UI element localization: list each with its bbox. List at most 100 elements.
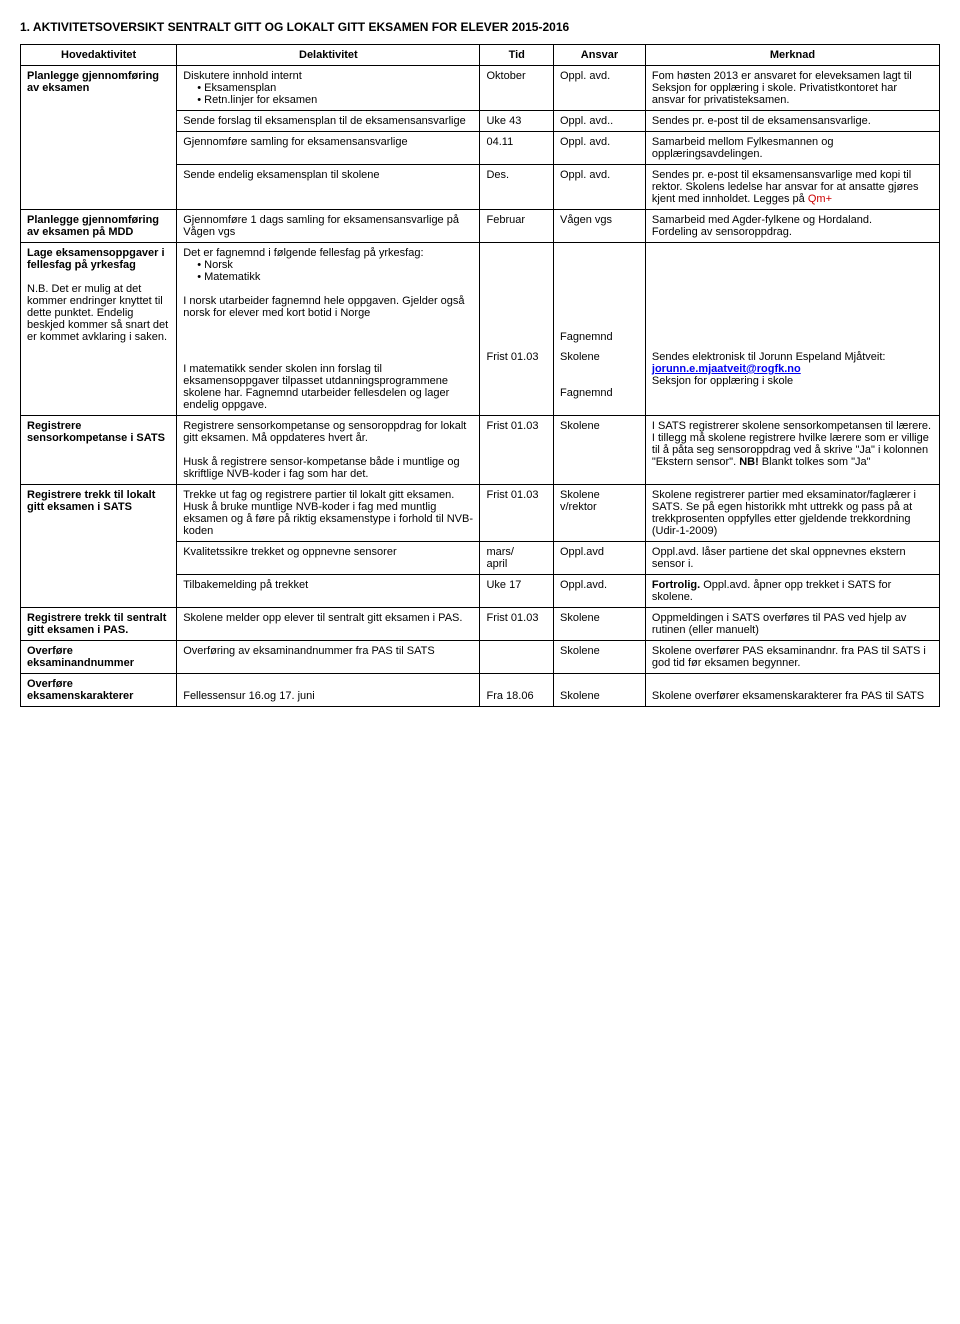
hoved-cell: Planlegge gjennomføring av eksamen på MD… (21, 210, 177, 243)
col-hoved: Hovedaktivitet (21, 45, 177, 66)
del-cell: Sende forslag til eksamensplan til de ek… (177, 111, 480, 132)
del-cell: Det er fagnemnd i følgende fellesfag på … (177, 243, 480, 348)
ansvar-cell: Oppl. avd.. (554, 111, 646, 132)
ansvar-cell: Skolene Fagnemnd (554, 347, 646, 416)
del-text: Diskutere innhold internt (183, 70, 302, 82)
tid-cell: Frist 01.03 (480, 485, 554, 542)
merknad-cell: Sendes pr. e-post til eksamensansvarlige… (645, 165, 939, 210)
table-row: Planlegge gjennomføring av eksamen på MD… (21, 210, 940, 243)
del-cell: Fellessensur 16.og 17. juni (177, 674, 480, 707)
bullet-item: Eksamensplan (197, 82, 473, 94)
table-row: I matematikk sender skolen inn forslag t… (21, 347, 940, 416)
hoved-cell: Planlegge gjennomføring av eksamen (21, 66, 177, 210)
tid-cell: Frist 01.03 (480, 608, 554, 641)
tid-cell: 04.11 (480, 132, 554, 165)
merknad-cell: Oppl.avd. låser partiene det skal oppnev… (645, 542, 939, 575)
ansvar-text: Fagnemnd (560, 387, 613, 399)
del-text: I matematikk sender skolen inn forslag t… (183, 363, 449, 411)
tid-cell (480, 641, 554, 674)
ansvar-text: Skolene (560, 351, 600, 363)
tid-cell: Oktober (480, 66, 554, 111)
tid-cell: Februar (480, 210, 554, 243)
del-cell: Gjennomføre samling for eksamensansvarli… (177, 132, 480, 165)
del-cell: Registrere sensorkompetanse og sensoropp… (177, 416, 480, 485)
del-cell: Tilbakemelding på trekket (177, 575, 480, 608)
merknad-bold: Fortrolig. (652, 579, 700, 591)
col-tid: Tid (480, 45, 554, 66)
del-text: Husk å registrere sensor-kompetanse både… (183, 456, 459, 480)
ansvar-cell: Oppl. avd. (554, 66, 646, 111)
table-row: Lage eksamensoppgaver i fellesfag på yrk… (21, 243, 940, 348)
table-row: Planlegge gjennomføring av eksamen Disku… (21, 66, 940, 111)
col-del: Delaktivitet (177, 45, 480, 66)
bullet-item: Norsk (197, 259, 473, 271)
col-ansvar: Ansvar (554, 45, 646, 66)
bullet-item: Retn.linjer for eksamen (197, 94, 473, 106)
del-cell: Kvalitetssikre trekket og oppnevne senso… (177, 542, 480, 575)
tid-cell: Frist 01.03 (480, 347, 554, 416)
ansvar-cell: Skolene (554, 416, 646, 485)
merknad-cell: Sendes pr. e-post til de eksamensansvarl… (645, 111, 939, 132)
ansvar-cell: Skolene v/rektor (554, 485, 646, 542)
ansvar-cell: Fagnemnd (554, 243, 646, 348)
tid-cell: Frist 01.03 (480, 416, 554, 485)
ansvar-cell: Skolene (554, 641, 646, 674)
table-row: Registrere sensorkompetanse i SATS Regis… (21, 416, 940, 485)
ansvar-cell: Oppl. avd. (554, 165, 646, 210)
table-row: Registrere trekk til lokalt gitt eksamen… (21, 485, 940, 542)
hoved-cell: Overføre eksaminandnummer (21, 641, 177, 674)
hoved-cell (21, 347, 177, 416)
hoved-text: Lage eksamensoppgaver i fellesfag på yrk… (27, 247, 165, 271)
merknad-cell: Sendes elektronisk til Jorunn Espeland M… (645, 347, 939, 416)
hoved-note: N.B. Det er mulig at det kommer endringe… (27, 283, 168, 343)
del-cell: Skolene melder opp elever til sentralt g… (177, 608, 480, 641)
merknad-cell: Fom høsten 2013 er ansvaret for eleveksa… (645, 66, 939, 111)
ansvar-cell: Skolene (554, 608, 646, 641)
merknad-text: Sendes pr. e-post til eksamensansvarlige… (652, 169, 919, 205)
hoved-cell: Registrere sensorkompetanse i SATS (21, 416, 177, 485)
merknad-cell: Skolene overfører eksamenskarakterer fra… (645, 674, 939, 707)
tid-cell (480, 243, 554, 348)
hoved-cell: Registrere trekk til sentralt gitt eksam… (21, 608, 177, 641)
table-row: Overføre eksaminandnummer Overføring av … (21, 641, 940, 674)
del-cell: Trekke ut fag og registrere partier til … (177, 485, 480, 542)
merknad-text: Sendes elektronisk til Jorunn Espeland M… (652, 351, 886, 363)
activity-table: Hovedaktivitet Delaktivitet Tid Ansvar M… (20, 44, 940, 707)
ansvar-cell: Oppl.avd (554, 542, 646, 575)
del-text: Registrere sensorkompetanse og sensoropp… (183, 420, 466, 444)
del-cell: Gjennomføre 1 dags samling for eksamensa… (177, 210, 480, 243)
merknad-text: Seksjon for opplæring i skole (652, 375, 793, 387)
bullet-item: Matematikk (197, 271, 473, 283)
ansvar-cell: Vågen vgs (554, 210, 646, 243)
del-cell: Overføring av eksaminandnummer fra PAS t… (177, 641, 480, 674)
email-link[interactable]: jorunn.e.mjaatveit@rogfk.no (652, 363, 801, 375)
table-row: Overføre eksamenskarakterer Fellessensur… (21, 674, 940, 707)
hoved-cell: Lage eksamensoppgaver i fellesfag på yrk… (21, 243, 177, 348)
tid-cell: Uke 17 (480, 575, 554, 608)
merknad-bold: NB! (739, 456, 759, 468)
del-cell: I matematikk sender skolen inn forslag t… (177, 347, 480, 416)
del-text: I norsk utarbeider fagnemnd hele oppgave… (183, 295, 464, 319)
merknad-cell: Samarbeid mellom Fylkesmannen og opplæri… (645, 132, 939, 165)
ansvar-text: Fagnemnd (560, 331, 613, 343)
del-cell: Sende endelig eksamensplan til skolene (177, 165, 480, 210)
merknad-text: Blankt tolkes som "Ja" (759, 456, 871, 468)
merknad-cell: Skolene registrerer partier med eksamina… (645, 485, 939, 542)
tid-cell: Fra 18.06 (480, 674, 554, 707)
hoved-cell: Registrere trekk til lokalt gitt eksamen… (21, 485, 177, 608)
tid-cell: mars/ april (480, 542, 554, 575)
ansvar-cell: Skolene (554, 674, 646, 707)
merknad-cell: Skolene overfører PAS eksaminandnr. fra … (645, 641, 939, 674)
merknad-red: Qm+ (808, 193, 832, 205)
table-row: Registrere trekk til sentralt gitt eksam… (21, 608, 940, 641)
merknad-cell: Samarbeid med Agder-fylkene og Hordaland… (645, 210, 939, 243)
del-text: Det er fagnemnd i følgende fellesfag på … (183, 247, 423, 259)
merknad-cell: I SATS registrerer skolene sensorkompeta… (645, 416, 939, 485)
ansvar-cell: Oppl. avd. (554, 132, 646, 165)
col-merknad: Merknad (645, 45, 939, 66)
merknad-cell: Fortrolig. Oppl.avd. åpner opp trekket i… (645, 575, 939, 608)
ansvar-cell: Oppl.avd. (554, 575, 646, 608)
page-title: 1. AKTIVITETSOVERSIKT SENTRALT GITT OG L… (20, 20, 940, 34)
tid-cell: Des. (480, 165, 554, 210)
del-cell: Diskutere innhold internt Eksamensplan R… (177, 66, 480, 111)
